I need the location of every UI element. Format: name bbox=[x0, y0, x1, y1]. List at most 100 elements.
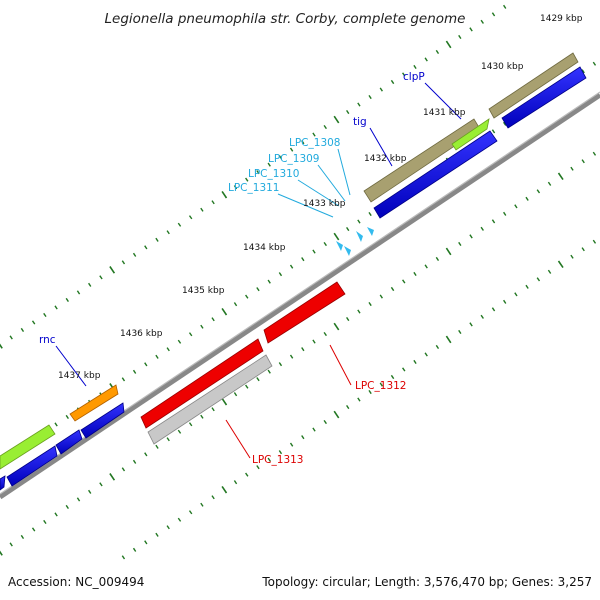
cds-arrow[interactable] bbox=[55, 429, 83, 455]
minor-tick bbox=[233, 185, 238, 190]
tick-label: 1430 kbp bbox=[481, 62, 524, 72]
minor-tick bbox=[43, 312, 47, 318]
major-tick bbox=[445, 40, 452, 49]
minor-tick bbox=[346, 317, 350, 322]
callout-lpc1312 bbox=[329, 344, 352, 386]
minor-tick bbox=[166, 347, 170, 352]
gene-label-tig[interactable]: tig bbox=[353, 116, 367, 128]
minor-tick bbox=[323, 241, 327, 247]
major-tick bbox=[333, 115, 340, 124]
minor-tick bbox=[312, 249, 316, 254]
minor-tick bbox=[211, 317, 215, 322]
gene-label-lpc1312[interactable]: LPC_1312 bbox=[355, 380, 407, 392]
gene-label-lpc1308[interactable]: LPC_1308 bbox=[289, 137, 341, 149]
minor-tick bbox=[256, 287, 260, 292]
gene-arrow-lpc1313-red[interactable] bbox=[140, 338, 264, 429]
minor-tick bbox=[177, 429, 182, 434]
minor-tick bbox=[323, 419, 327, 425]
gene-label-lpc1310[interactable]: LPC_1310 bbox=[248, 168, 300, 180]
major-tick bbox=[333, 410, 340, 419]
minor-tick bbox=[491, 307, 496, 312]
minor-tick bbox=[402, 367, 406, 372]
minor-tick bbox=[413, 271, 417, 276]
minor-tick bbox=[469, 322, 473, 327]
minor-tick bbox=[458, 329, 462, 334]
gene-label-lpc1309[interactable]: LPC_1309 bbox=[268, 153, 320, 165]
gene-arrow-lpc1313[interactable] bbox=[147, 354, 273, 445]
minor-tick bbox=[278, 155, 283, 160]
minor-tick bbox=[491, 12, 496, 17]
cds-arrow[interactable] bbox=[80, 402, 125, 439]
trna-arrow-lpc1311[interactable] bbox=[336, 241, 343, 251]
major-tick bbox=[221, 485, 228, 494]
minor-tick bbox=[289, 147, 294, 152]
cds-arrow[interactable] bbox=[0, 475, 6, 491]
major-tick bbox=[445, 335, 452, 344]
major-tick bbox=[445, 247, 452, 256]
minor-tick bbox=[536, 189, 541, 194]
minor-tick bbox=[9, 335, 13, 340]
minor-tick bbox=[121, 555, 126, 560]
minor-tick bbox=[54, 422, 58, 427]
minor-tick bbox=[278, 272, 283, 277]
minor-tick bbox=[312, 427, 316, 432]
minor-tick bbox=[267, 369, 271, 374]
minor-tick bbox=[413, 359, 417, 364]
tick-label: 1431 kbp bbox=[423, 108, 466, 118]
minor-tick bbox=[132, 252, 137, 257]
trna-arrow-lpc1309[interactable] bbox=[356, 231, 363, 242]
minor-tick bbox=[245, 384, 249, 389]
gene-label-clpP[interactable]: clpP bbox=[403, 71, 425, 83]
callout-lpc1311 bbox=[277, 193, 334, 218]
gene-label-lpc1313[interactable]: LPC_1313 bbox=[252, 454, 304, 466]
minor-tick bbox=[200, 207, 204, 212]
trna-arrow-lpc1310[interactable] bbox=[344, 246, 351, 256]
minor-tick bbox=[65, 414, 69, 419]
minor-tick bbox=[132, 369, 137, 374]
minor-tick bbox=[379, 382, 383, 387]
minor-tick bbox=[177, 339, 182, 344]
minor-tick bbox=[65, 297, 69, 302]
gene-arrow[interactable] bbox=[69, 384, 119, 422]
cds-arrow[interactable] bbox=[6, 445, 58, 487]
callout-tig bbox=[369, 127, 393, 167]
minor-tick bbox=[31, 527, 36, 532]
gene-arrow[interactable] bbox=[488, 52, 579, 119]
minor-tick bbox=[54, 305, 58, 310]
major-tick bbox=[221, 190, 228, 199]
minor-tick bbox=[200, 414, 204, 419]
major-tick bbox=[221, 307, 228, 316]
reverse-strand-features bbox=[140, 281, 346, 445]
gene-label-rnc[interactable]: rnc bbox=[39, 334, 56, 346]
gene-arrow[interactable] bbox=[451, 118, 490, 151]
tick-label: 1434 kbp bbox=[243, 243, 286, 253]
minor-tick bbox=[592, 151, 597, 156]
minor-tick bbox=[256, 465, 260, 470]
minor-tick bbox=[368, 212, 372, 217]
tick-label: 1432 kbp bbox=[364, 154, 407, 164]
trna-arrow-lpc1308[interactable] bbox=[367, 227, 374, 236]
minor-tick bbox=[200, 502, 204, 507]
major-tick bbox=[109, 266, 116, 274]
gene-arrow[interactable] bbox=[363, 118, 481, 203]
gene-label-lpc1311[interactable]: LPC_1311 bbox=[228, 182, 280, 194]
minor-tick bbox=[480, 314, 484, 319]
minor-tick bbox=[525, 284, 529, 289]
minor-tick bbox=[54, 512, 58, 517]
minor-tick bbox=[592, 239, 597, 244]
gene-arrow[interactable] bbox=[0, 424, 56, 470]
gene-arrow-lpc1312[interactable] bbox=[263, 281, 346, 344]
minor-tick bbox=[188, 215, 193, 220]
tick-label: 1437 kbp bbox=[58, 371, 101, 381]
tick-labels: 1429 kbp 1430 kbp 1431 kbp 1432 kbp 1433… bbox=[58, 14, 583, 381]
minor-tick bbox=[211, 200, 215, 205]
cds-arrow[interactable] bbox=[501, 66, 587, 129]
cds-arrow[interactable] bbox=[373, 130, 498, 219]
minor-tick bbox=[289, 354, 294, 359]
minor-tick bbox=[233, 302, 238, 307]
major-tick bbox=[557, 172, 564, 181]
minor-tick bbox=[188, 510, 193, 515]
minor-tick bbox=[368, 95, 372, 100]
label-callouts bbox=[55, 82, 462, 459]
minor-tick bbox=[312, 132, 316, 137]
